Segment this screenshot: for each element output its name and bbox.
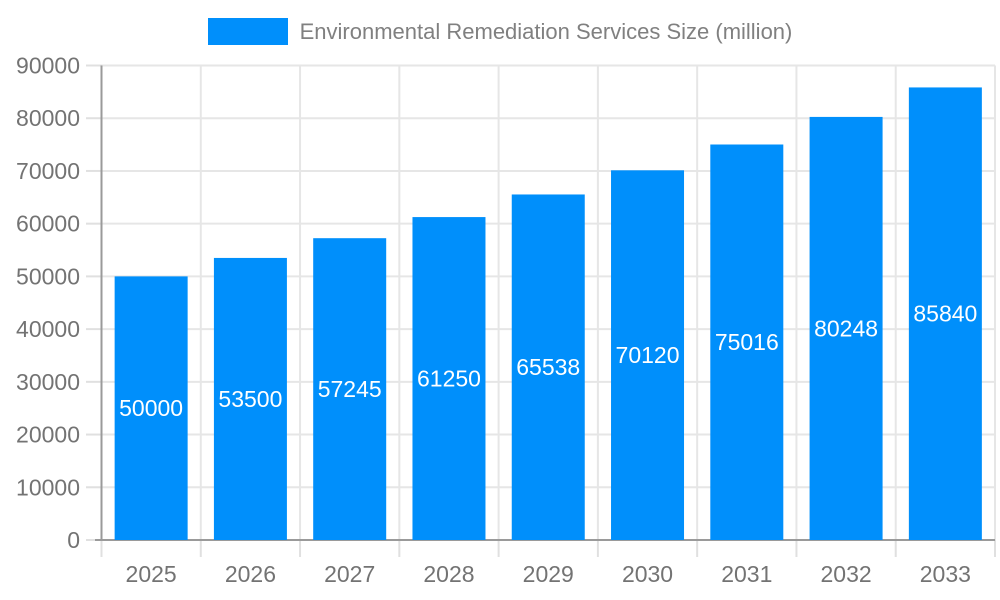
- bar-value-label: 57245: [318, 376, 382, 402]
- legend-swatch: [207, 18, 288, 45]
- y-axis-label: 30000: [16, 369, 80, 395]
- bar-2027[interactable]: [313, 238, 387, 540]
- bar-value-label: 70120: [616, 342, 680, 368]
- bar-value-label: 80248: [814, 315, 878, 341]
- legend: Environmental Remediation Services Size …: [0, 18, 1000, 45]
- x-axis-label: 2030: [622, 561, 673, 587]
- y-axis-label: 90000: [16, 53, 80, 79]
- bar-2028[interactable]: [412, 217, 486, 540]
- x-axis-label: 2028: [423, 561, 474, 587]
- bar-value-label: 85840: [913, 301, 977, 327]
- bar-2029[interactable]: [511, 194, 585, 540]
- bar-value-label: 50000: [119, 395, 183, 421]
- x-axis-label: 2032: [820, 561, 871, 587]
- x-axis-label: 2033: [920, 561, 971, 587]
- legend-label: Environmental Remediation Services Size …: [299, 18, 793, 44]
- y-axis-label: 60000: [16, 211, 80, 237]
- x-axis-label: 2029: [523, 561, 574, 587]
- bar-value-label: 65538: [516, 354, 580, 380]
- y-axis-label: 10000: [16, 474, 80, 500]
- x-axis-label: 2031: [721, 561, 772, 587]
- bar-2032[interactable]: [809, 116, 883, 541]
- y-axis-label: 50000: [16, 263, 80, 289]
- y-axis-label: 70000: [16, 158, 80, 184]
- bar-value-label: 75016: [715, 329, 779, 355]
- bar-2033[interactable]: [908, 87, 982, 541]
- y-axis-label: 20000: [16, 422, 80, 448]
- bar-2030[interactable]: [611, 170, 685, 541]
- bar-value-label: 61250: [417, 366, 481, 392]
- y-axis-label: 0: [67, 527, 80, 553]
- bar-value-label: 53500: [218, 386, 282, 412]
- bar-2031[interactable]: [710, 144, 784, 541]
- y-axis-label: 40000: [16, 316, 80, 342]
- x-axis-label: 2027: [324, 561, 375, 587]
- legend-item[interactable]: Environmental Remediation Services Size …: [207, 18, 793, 45]
- bar-2025[interactable]: [114, 276, 188, 540]
- x-axis-label: 2025: [126, 561, 177, 587]
- bar-2026[interactable]: [213, 257, 287, 540]
- x-axis-label: 2026: [225, 561, 276, 587]
- y-axis-label: 80000: [16, 105, 80, 131]
